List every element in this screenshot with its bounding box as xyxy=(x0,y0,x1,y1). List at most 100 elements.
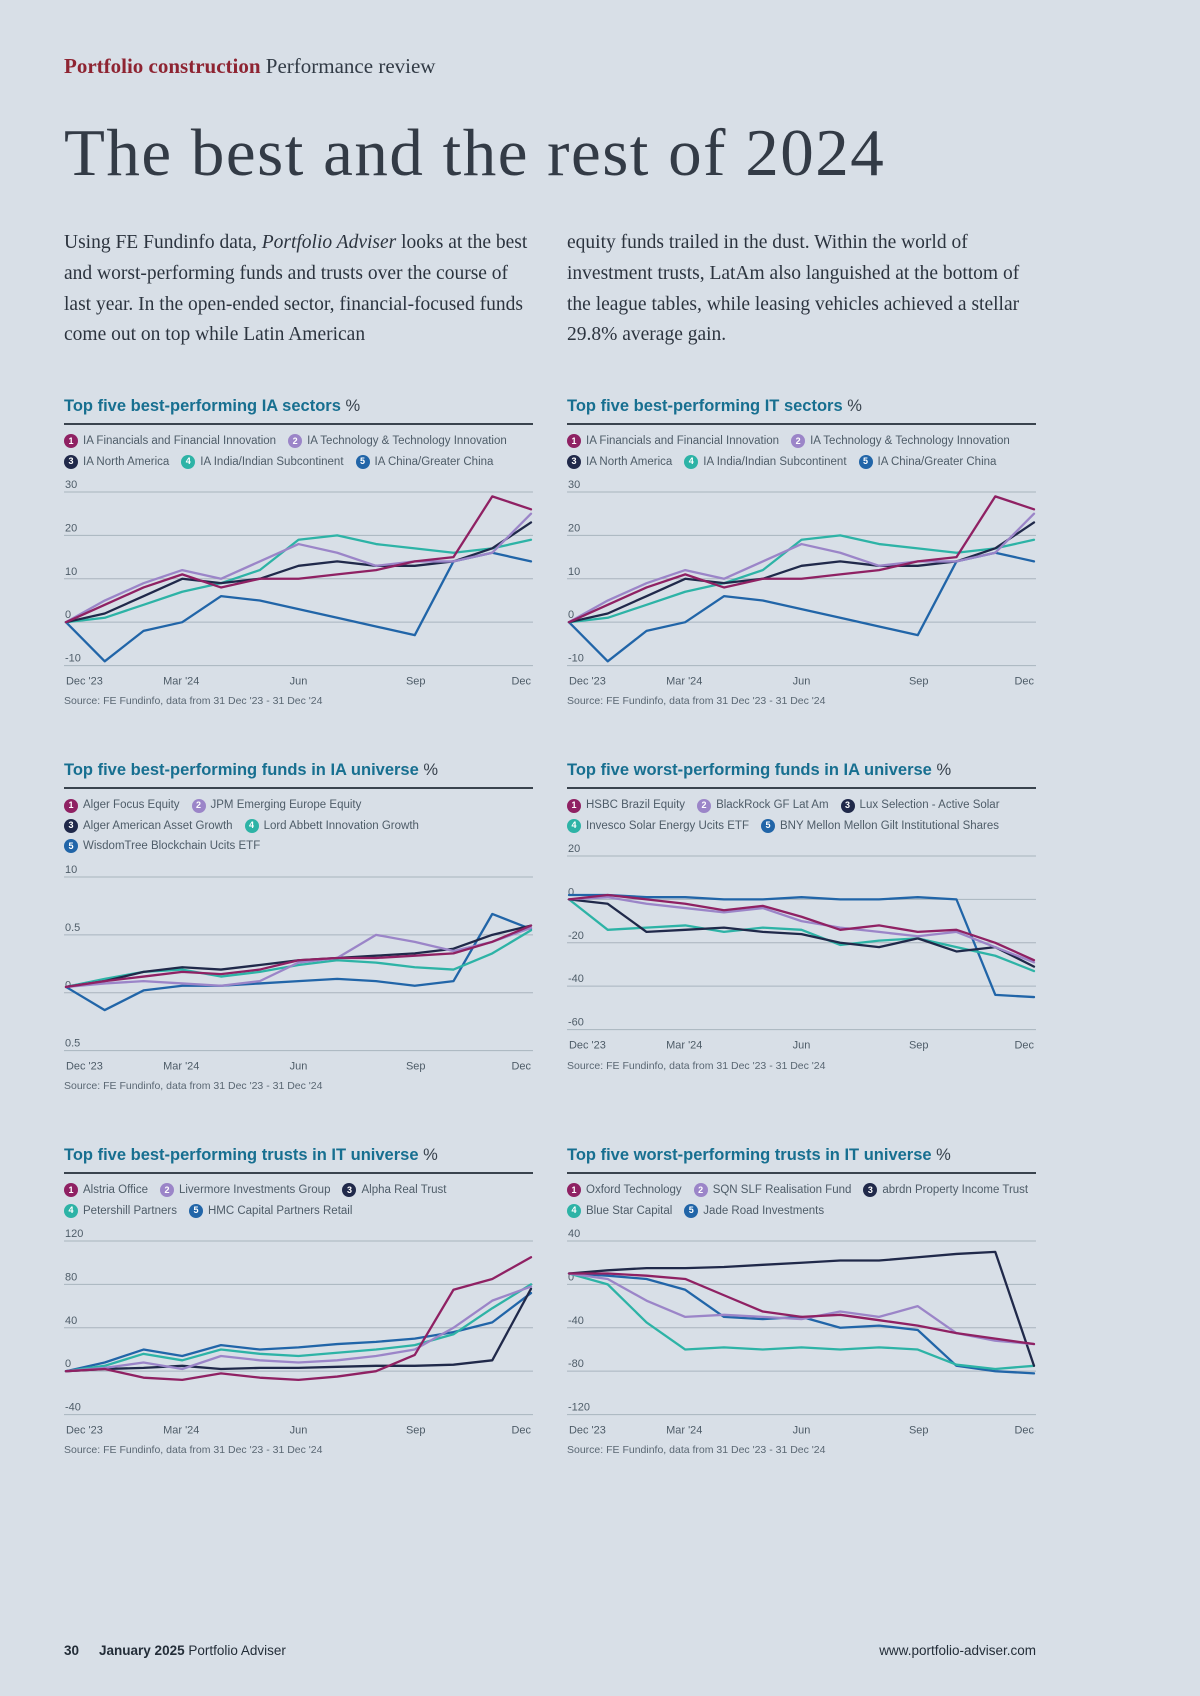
series-line-5 xyxy=(64,1291,533,1373)
y-tick-label: 0.5 xyxy=(65,921,80,933)
intro-paragraph-left: Using FE Fundinfo data, Portfolio Advise… xyxy=(64,228,533,351)
series-line-1 xyxy=(567,495,1036,624)
legend-label: IA Technology & Technology Innovation xyxy=(810,435,1010,448)
chart-title-unit: % xyxy=(936,761,952,780)
chart-title-unit: % xyxy=(847,397,862,416)
legend-label: Oxford Technology xyxy=(586,1184,682,1197)
chart-title-text: Top five best-performing IA sectors xyxy=(64,397,341,416)
legend-marker-2: 2 xyxy=(693,1183,708,1198)
legend-marker-4: 4 xyxy=(244,819,259,834)
page-footer: 30 January 2025 Portfolio Adviser www.por… xyxy=(64,1643,1036,1658)
legend-label: IA North America xyxy=(586,455,673,468)
chart-title-text: Top five worst-performing trusts in IT u… xyxy=(567,1146,932,1165)
x-tick-label: Sep xyxy=(909,675,929,687)
x-tick-label: Dec xyxy=(511,1424,531,1436)
legend-item: 1 IA Financials and Financial Innovation xyxy=(64,434,276,449)
series-line-4 xyxy=(567,1272,1036,1371)
x-tick-label: Sep xyxy=(909,1424,929,1436)
legend-marker-3: 3 xyxy=(863,1183,878,1198)
series-line-4 xyxy=(567,898,1036,973)
legend-item: 2 BlackRock GF Lat Am xyxy=(697,798,829,813)
legend-marker-3: 3 xyxy=(64,819,78,834)
x-tick-label: Jun xyxy=(793,675,811,687)
chart-title: Top five best-performing trusts in IT un… xyxy=(64,1146,533,1165)
legend-item: 4 Petershill Partners xyxy=(64,1203,177,1218)
legend-item: 4 Lord Abbett Innovation Growth xyxy=(244,819,419,834)
legend-label: Lord Abbett Innovation Growth xyxy=(263,819,419,832)
chart-title: Top five worst-performing trusts in IT u… xyxy=(567,1146,1036,1165)
x-tick-label: Mar '24 xyxy=(666,675,702,687)
x-tick-label: Mar '24 xyxy=(163,675,199,687)
y-tick-label: -120 xyxy=(568,1401,590,1413)
y-tick-label: 30 xyxy=(568,479,580,491)
y-tick-label: 10 xyxy=(65,864,77,876)
chart-header: Top five best-performing trusts in IT un… xyxy=(64,1146,533,1175)
legend-item: 5 WisdomTree Blockchain Ucits ETF xyxy=(64,839,260,854)
chart-title-text: Top five worst-performing funds in IA un… xyxy=(567,761,932,780)
x-tick-label: Mar '24 xyxy=(666,1040,702,1052)
x-tick-label: Jun xyxy=(793,1424,811,1436)
x-tick-label: Mar '24 xyxy=(163,1060,199,1072)
legend-label: BNY Mellon Mellon Gilt Institutional Sha… xyxy=(779,819,1000,832)
chart-header: Top five best-performing funds in IA uni… xyxy=(64,761,533,790)
chart-title: Top five worst-performing funds in IA un… xyxy=(567,761,1036,780)
kicker-section: Portfolio construction xyxy=(64,54,261,78)
x-tick-label: Dec xyxy=(1014,1040,1034,1052)
section-kicker: Portfolio construction Performance revie… xyxy=(64,54,1036,79)
x-tick-label: Sep xyxy=(406,675,426,687)
intro-left-post: looks at the best and worst-performing f… xyxy=(64,232,528,346)
y-tick-label: 80 xyxy=(65,1271,77,1283)
kicker-subsection: Performance review xyxy=(265,54,436,78)
series-line-5 xyxy=(567,894,1036,999)
legend-marker-2: 2 xyxy=(288,434,303,449)
legend-item: 5 IA China/Greater China xyxy=(858,454,997,469)
legend-item: 2 IA Technology & Technology Innovation xyxy=(288,434,507,449)
x-tick-label: Dec '23 xyxy=(66,675,103,687)
legend-item: 3 abrdn Property Income Trust xyxy=(863,1183,1028,1198)
x-tick-label: Dec xyxy=(511,1060,531,1072)
chart-legend: 1 Alger Focus Equity 2 JPM Emerging Europe … xyxy=(64,798,533,854)
y-tick-label: -20 xyxy=(568,930,584,942)
legend-item: 2 Livermore Investments Group xyxy=(159,1183,330,1198)
chart-source: Source: FE Fundinfo, data from 31 Dec '2… xyxy=(567,695,826,708)
legend-item: 2 IA Technology & Technology Innovation xyxy=(791,434,1010,449)
legend-marker-1: 1 xyxy=(567,798,581,813)
legend-item: 1 Oxford Technology xyxy=(567,1183,682,1198)
chart-source: Source: FE Fundinfo, data from 31 Dec '2… xyxy=(567,1059,826,1072)
legend-label: IA China/Greater China xyxy=(877,455,997,468)
chart-best-funds-ia: Top five best-performing funds in IA uni… xyxy=(64,761,533,1092)
legend-item: 1 HSBC Brazil Equity xyxy=(567,798,686,813)
chart-title: Top five best-performing IA sectors % xyxy=(64,397,533,416)
y-tick-label: 20 xyxy=(568,522,580,534)
series-line-1 xyxy=(64,495,533,624)
legend-label: Invesco Solar Energy Ucits ETF xyxy=(586,819,749,832)
series-line-3 xyxy=(567,1250,1036,1367)
legend-label: HSBC Brazil Equity xyxy=(586,799,686,812)
legend-marker-4: 4 xyxy=(181,454,196,469)
legend-label: Alstria Office xyxy=(83,1184,148,1197)
chart-title-unit: % xyxy=(345,397,361,416)
y-tick-label: -60 xyxy=(568,1017,584,1029)
x-tick-label: Dec xyxy=(1014,1424,1034,1436)
x-tick-label: Dec '23 xyxy=(66,1424,103,1436)
chart-header: Top five best-performing IT sectors % xyxy=(567,397,1036,426)
line-chart: 40 0 -40 -80 -120 Dec '23 Mar '24 Jun Sep Dec xyxy=(567,1228,1036,1436)
legend-item: 3 IA North America xyxy=(567,454,673,469)
legend-label: IA Financials and Financial Innovation xyxy=(586,435,780,448)
legend-marker-2: 2 xyxy=(697,798,712,813)
series-line-4 xyxy=(64,534,533,624)
y-tick-label: 0 xyxy=(568,887,574,899)
series-line-1 xyxy=(64,1255,533,1381)
chart-source: Source: FE Fundinfo, data from 31 Dec '2… xyxy=(567,1444,826,1457)
y-tick-label: 40 xyxy=(65,1315,77,1327)
chart-title: Top five best-performing IT sectors % xyxy=(567,397,1036,416)
x-tick-label: Dec '23 xyxy=(569,675,606,687)
legend-item: 5 HMC Capital Partners Retail xyxy=(188,1203,353,1218)
y-tick-label: 0 xyxy=(568,609,574,621)
chart-title-text: Top five best-performing IT sectors xyxy=(567,397,843,416)
series-line-3 xyxy=(567,898,1036,968)
legend-label: HMC Capital Partners Retail xyxy=(207,1204,353,1217)
y-tick-label: -10 xyxy=(568,653,584,665)
